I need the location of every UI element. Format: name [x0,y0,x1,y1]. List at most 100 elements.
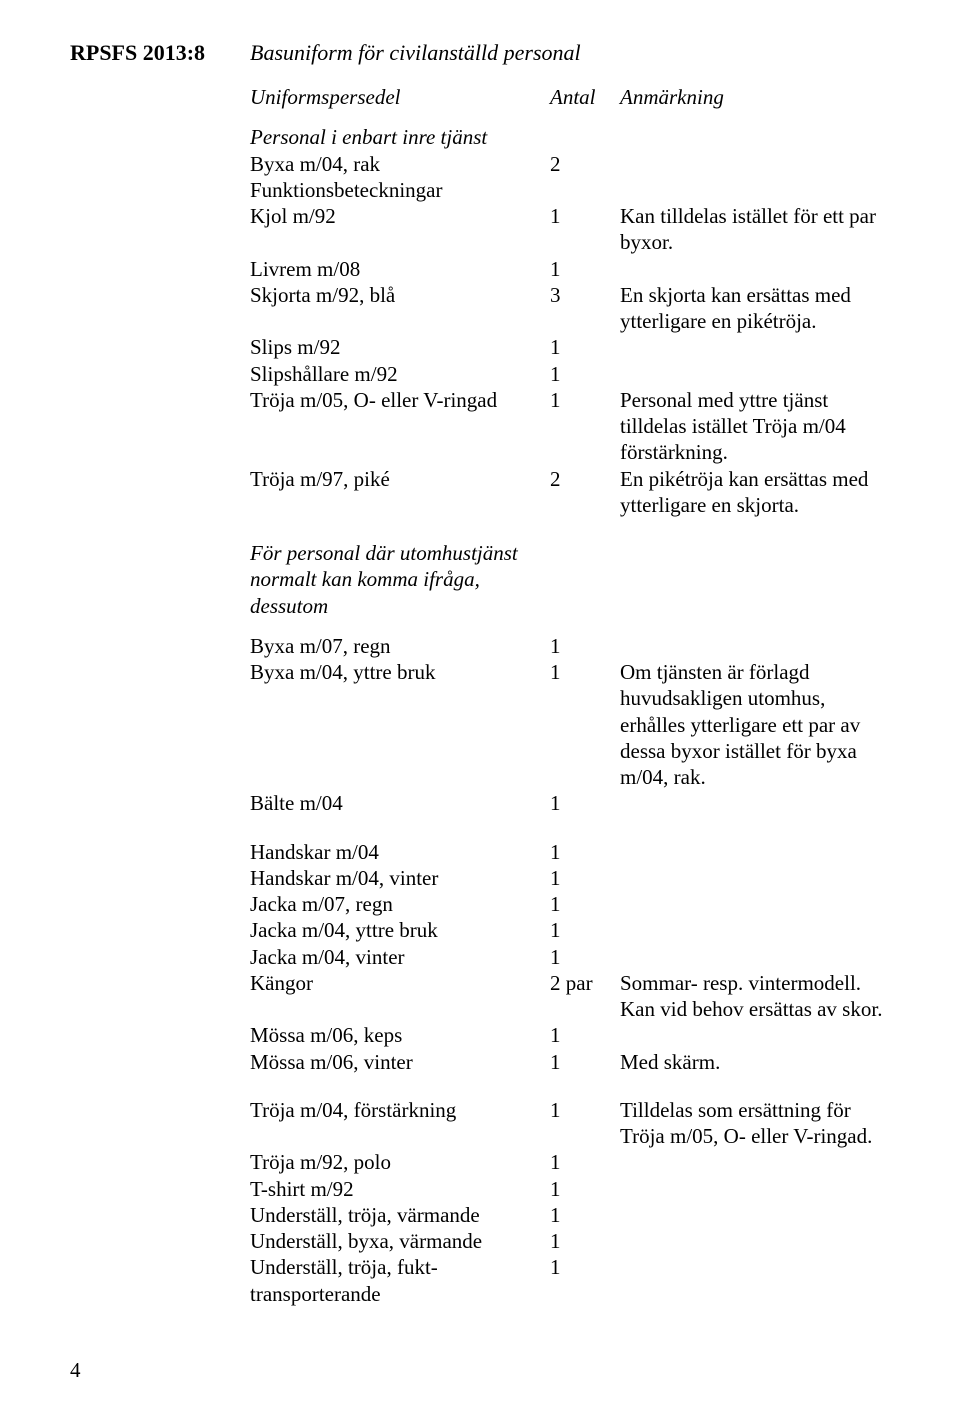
cell-qty: 2 [550,466,620,519]
table-row: Byxa m/07, regn1 [250,633,890,659]
cell-note: En skjorta kan ersättas med ytterligare … [620,282,890,335]
cell-item: Underställ, tröja, fukt­transporterande [250,1254,550,1307]
spacer-row [250,619,890,633]
uniform-table: UniformspersedelAntalAnmärkningPersonal … [250,84,890,1307]
table-row: Slips m/921 [250,334,890,360]
document-page: RPSFS 2013:8 Basuniform för civilanställ… [0,0,960,1423]
table-row: Mössa m/06, vinter1Med skärm. [250,1049,890,1075]
cell-item: Jacka m/07, regn [250,891,550,917]
cell-note [620,944,890,970]
table-row: Jacka m/04, vinter1 [250,944,890,970]
cell-item: Skjorta m/92, blå [250,282,550,335]
cell-note [620,839,890,865]
cell-qty: 1 [550,891,620,917]
table-row: Jacka m/04, yttre bruk1 [250,917,890,943]
cell-qty: 1 [550,1022,620,1048]
table-row: Livrem m/081 [250,256,890,282]
table-row: Underställ, tröja, fukt­transporterande1 [250,1254,890,1307]
cell-qty: 1 [550,387,620,466]
cell-note: Om tjänsten är förlagd huvudsakligen uto… [620,659,890,790]
subheading: För personal där utomhustjänst normalt k… [250,540,890,619]
table-row: Tröja m/97, piké2En pikétröja kan ersätt… [250,466,890,519]
cell-note: Kan tilldelas istället för ett par byxor… [620,203,890,256]
table-row: Byxa m/04, yttre bruk1Om tjänsten är för… [250,659,890,790]
cell-note [620,1202,890,1228]
cell-note [620,1149,890,1175]
cell-qty: 1 [550,659,620,790]
cell-item: Tröja m/05, O- eller V-ringad [250,387,550,466]
table-row: Mössa m/06, keps1 [250,1022,890,1048]
table-row: Tröja m/92, polo1 [250,1149,890,1175]
cell-qty: 1 [550,1202,620,1228]
cell-qty: 1 [550,917,620,943]
cell-item: Slips m/92 [250,334,550,360]
cell-qty: 1 [550,865,620,891]
cell-qty: 3 [550,282,620,335]
spacer-row [250,817,890,839]
cell-item: Tröja m/97, piké [250,466,550,519]
table-row: Tröja m/04, förstärkning1Tilldelas som e… [250,1097,890,1150]
cell-item: T-shirt m/92 [250,1176,550,1202]
cell-note [620,177,890,203]
spacer-row [250,518,890,540]
cell-note [620,361,890,387]
cell-qty: 1 [550,944,620,970]
table-row: Skjorta m/92, blå3En skjorta kan ersätta… [250,282,890,335]
cell-item: Slipshållare m/92 [250,361,550,387]
table-row: Funktionsbeteckningar [250,177,890,203]
cell-qty: 1 [550,334,620,360]
header-note: Anmärkning [620,84,890,124]
cell-note [620,1176,890,1202]
table-row: Underställ, tröja, värmande1 [250,1202,890,1228]
cell-note [620,891,890,917]
cell-note [620,633,890,659]
cell-item: Byxa m/04, yttre bruk [250,659,550,790]
cell-qty: 1 [550,839,620,865]
cell-note [620,917,890,943]
table-row: Kjol m/921Kan tilldelas istället för ett… [250,203,890,256]
table-row: Kängor2 parSommar- resp. vintermodell. K… [250,970,890,1023]
cell-item: Mössa m/06, keps [250,1022,550,1048]
table-row: Handskar m/04, vinter1 [250,865,890,891]
table-row: Jacka m/07, regn1 [250,891,890,917]
table-row: Personal i enbart inre tjänst [250,124,890,150]
cell-note [620,151,890,177]
cell-note [620,865,890,891]
content-column: Basuniform för civilanställd personal Un… [250,40,890,1307]
cell-item: Personal i enbart inre tjänst [250,124,890,150]
table-row: Tröja m/05, O- eller V-ringad1Personal m… [250,387,890,466]
cell-item: Tröja m/92, polo [250,1149,550,1175]
cell-qty: 1 [550,1097,620,1150]
cell-note [620,334,890,360]
cell-qty: 2 par [550,970,620,1023]
cell-note [620,790,890,816]
cell-qty: 1 [550,1228,620,1254]
cell-item: Underställ, byxa, värmande [250,1228,550,1254]
table-row: Byxa m/04, rak2 [250,151,890,177]
document-id: RPSFS 2013:8 [70,40,205,66]
table-row: Handskar m/041 [250,839,890,865]
table-row: För personal där utomhustjänst normalt k… [250,540,890,619]
cell-qty [550,177,620,203]
cell-item: Funktionsbeteckningar [250,177,550,203]
cell-item: Kjol m/92 [250,203,550,256]
cell-qty: 2 [550,151,620,177]
cell-qty: 1 [550,203,620,256]
cell-note [620,1022,890,1048]
cell-item: Byxa m/07, regn [250,633,550,659]
cell-note [620,1254,890,1307]
cell-item: Jacka m/04, yttre bruk [250,917,550,943]
cell-note [620,256,890,282]
cell-item: Handskar m/04 [250,839,550,865]
table-header-row: UniformspersedelAntalAnmärkning [250,84,890,124]
cell-item: Jacka m/04, vinter [250,944,550,970]
cell-note: Med skärm. [620,1049,890,1075]
page-number: 4 [70,1358,81,1383]
table-row: T-shirt m/921 [250,1176,890,1202]
cell-note: Tilldelas som ersättning för Tröja m/05,… [620,1097,890,1150]
cell-item: Mössa m/06, vinter [250,1049,550,1075]
spacer-row [250,1075,890,1097]
table-row: Bälte m/041 [250,790,890,816]
cell-qty: 1 [550,256,620,282]
cell-item: Livrem m/08 [250,256,550,282]
